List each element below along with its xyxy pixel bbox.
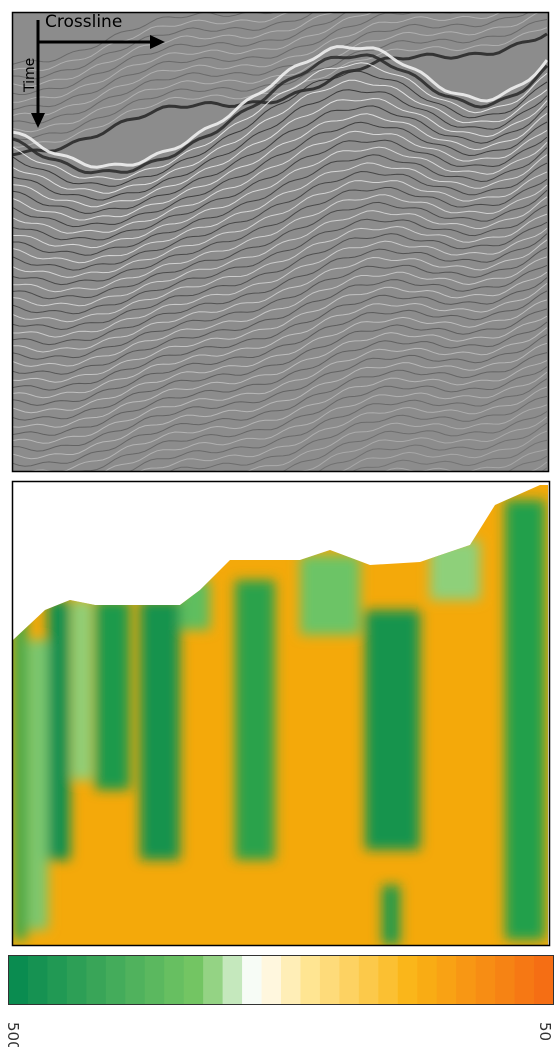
colorbar-swatch: [378, 956, 398, 1005]
colorbar-swatch: [262, 956, 282, 1005]
colorbar-swatch: [515, 956, 535, 1005]
colorbar-swatch: [164, 956, 184, 1005]
colorbar-swatch: [534, 956, 554, 1005]
colorbar-swatch: [86, 956, 106, 1005]
colorbar-swatch: [47, 956, 67, 1005]
colorbar-swatch: [320, 956, 340, 1005]
property-map: [13, 480, 549, 946]
colorbar-swatch: [145, 956, 165, 1005]
figure: Crossline Time 500 50: [0, 0, 557, 1047]
colorbar-swatch: [281, 956, 301, 1005]
colorbar-swatch: [495, 956, 515, 1005]
colorbar-swatch: [417, 956, 437, 1005]
colorbar-left-label: 500: [4, 1022, 22, 1047]
colorbar-swatch: [476, 956, 496, 1005]
time-label: Time: [22, 58, 38, 93]
colorbar-swatch: [184, 956, 204, 1005]
colorbar-swatch: [125, 956, 145, 1005]
colorbar-swatch: [106, 956, 126, 1005]
colorbar-swatch: [339, 956, 359, 1005]
colorbar-swatch: [67, 956, 87, 1005]
colorbar-swatch: [242, 956, 262, 1005]
colorbar-swatch: [398, 956, 418, 1005]
colorbar: [9, 956, 555, 1005]
seismic-image: [13, 0, 548, 595]
colorbar-swatch: [300, 956, 320, 1005]
colorbar-right-label: 50: [536, 1022, 554, 1041]
page: Crossline Time 500 50 (() => { const dat…: [0, 0, 557, 1047]
colorbar-swatch: [9, 956, 29, 1005]
crossline-label: Crossline: [45, 12, 122, 32]
colorbar-swatch: [203, 956, 223, 1005]
colorbar-swatch: [28, 956, 48, 1005]
colorbar-swatch: [359, 956, 379, 1005]
colorbar-swatch: [456, 956, 476, 1005]
colorbar-swatch: [437, 956, 457, 1005]
colorbar-swatch: [223, 956, 243, 1005]
